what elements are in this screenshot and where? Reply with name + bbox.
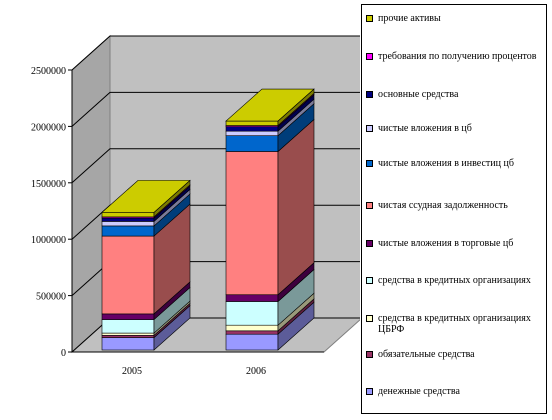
chart-legend: прочие активы требования по получению про…	[361, 4, 547, 414]
legend-label: чистая ссудная задолженность	[378, 200, 508, 211]
gridline	[71, 35, 360, 71]
bar-segment	[225, 88, 315, 127]
bar-segment-front	[101, 337, 155, 351]
chart-axes: 0 500000 1000000 1500000 2000000 2500000 2005 2…	[31, 66, 324, 377]
legend-swatch	[366, 53, 373, 60]
legend-label: основные средства	[378, 89, 459, 100]
x-tick-label: 2005	[122, 366, 142, 377]
bar-segment-front	[225, 130, 279, 136]
legend-swatch	[366, 91, 373, 98]
bar-segment-front	[225, 294, 279, 302]
bar-top	[225, 88, 315, 122]
bar-segment	[101, 304, 191, 351]
bar-segment	[225, 103, 315, 153]
y-tick-label: 1500000	[31, 179, 66, 190]
bar-segment	[225, 268, 315, 326]
bar-segment-front	[225, 333, 279, 351]
bar-segment-front	[101, 212, 155, 218]
legend-swatch	[366, 15, 373, 22]
legend-label: средства в кредитных организациях ЦБРФ	[378, 313, 531, 335]
bar-segment-front	[101, 313, 155, 320]
legend-swatch	[366, 160, 373, 167]
legend-label: денежные средства	[378, 386, 460, 397]
legend-label: требования по получению процентов	[378, 51, 537, 62]
bar-segment-front	[101, 235, 155, 315]
legend-swatch	[366, 125, 373, 132]
stacked-bar-chart: 0 500000 1000000 1500000 2000000 2500000 2005 2…	[31, 34, 360, 377]
bar-segment-front	[101, 319, 155, 334]
legend-label: обязательные средства	[378, 349, 475, 360]
bar-segment-front	[225, 126, 279, 132]
y-tick-label: 500000	[36, 292, 66, 303]
x-tick-label: 2006	[246, 366, 266, 377]
bar-segment-front	[101, 217, 155, 222]
bar-segment-front	[225, 151, 279, 296]
legend-label: средства в кредитных организациях	[378, 275, 531, 286]
chart-bars	[101, 88, 315, 351]
legend-label: чистые вложения в цб	[378, 123, 472, 134]
bar-top	[101, 180, 191, 213]
bar-segment-front	[101, 335, 155, 338]
bar-segment	[101, 179, 191, 218]
bar-segment-front	[225, 301, 279, 326]
y-tick-label: 2500000	[31, 66, 66, 77]
bar-segment-front	[101, 332, 155, 336]
legend-swatch	[366, 240, 373, 247]
bar-segment-front	[225, 120, 279, 126]
legend-label: чистые вложения в инвестиц цб	[378, 158, 514, 169]
legend-swatch	[366, 277, 373, 284]
legend-swatch	[366, 202, 373, 209]
y-tick-label: 1000000	[31, 235, 66, 246]
bar-segment-front	[225, 324, 279, 332]
bar-segment-front	[225, 330, 279, 335]
y-tick-label: 2000000	[31, 122, 66, 133]
legend-swatch	[366, 351, 373, 358]
bar-segment	[101, 203, 191, 315]
bar-segment-front	[101, 221, 155, 227]
legend-label: чистые вложения в торговые цб	[378, 238, 514, 249]
bar-segment-front	[101, 225, 155, 237]
legend-label: прочие активы	[378, 13, 441, 24]
bar-segment-front	[225, 135, 279, 152]
y-tick-label: 0	[61, 348, 66, 359]
legend-swatch	[366, 388, 373, 395]
bar-segment	[225, 118, 315, 296]
legend-swatch	[366, 315, 373, 322]
